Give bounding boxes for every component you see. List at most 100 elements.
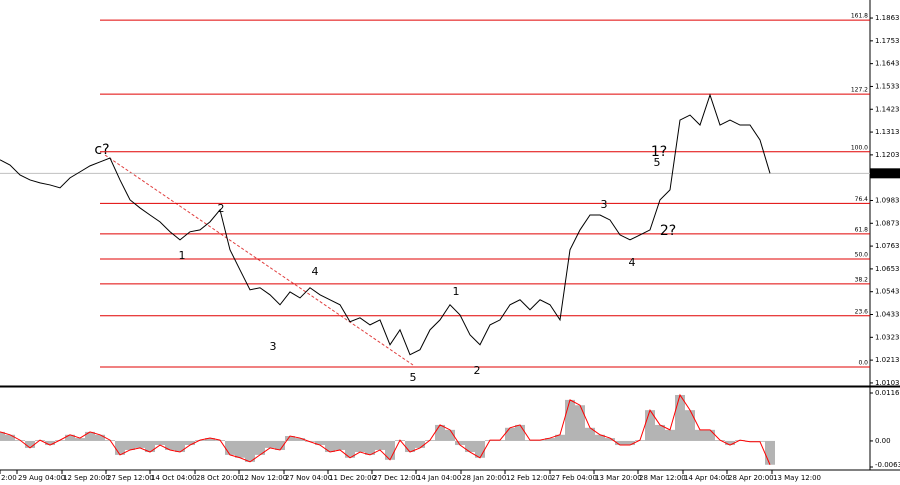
y-tick-label: 1.1203 — [875, 151, 900, 159]
price-line — [0, 93, 771, 356]
y-tick-label: 1.1863 — [875, 14, 900, 22]
osc-bar — [725, 440, 735, 446]
wave-label: 3 — [270, 340, 277, 353]
y-tick-label: 1.0433 — [875, 311, 900, 319]
y-tick-label: 1.0873 — [875, 219, 900, 227]
fib-label: 38.2 — [855, 276, 869, 283]
osc-bar — [255, 440, 265, 455]
trend-line — [104, 154, 414, 366]
x-tick-label: 28 Mar 12:00 — [639, 474, 686, 482]
x-tick-label: 27 Sep 12:00 — [107, 474, 154, 482]
osc-bar — [115, 440, 125, 455]
osc-bar — [605, 438, 615, 441]
osc-bar — [455, 440, 465, 446]
osc-bar — [165, 440, 175, 450]
x-tick-label: 28 Apr 20:00 — [728, 474, 774, 482]
wave-label: 5 — [654, 156, 661, 169]
osc-bar — [155, 440, 165, 446]
osc-bar — [705, 429, 715, 441]
current-price-label: 1.1114 — [873, 169, 898, 177]
osc-bar — [385, 440, 395, 460]
osc-bar — [445, 429, 455, 441]
y-tick-label: 1.1533 — [875, 82, 900, 90]
y-tick-label: 1.0983 — [875, 196, 900, 204]
osc-bar — [555, 434, 565, 441]
x-tick-label: 13 Mar 20:00 — [595, 474, 642, 482]
y-tick-label: 1.1643 — [875, 60, 900, 68]
osc-bar — [765, 440, 775, 465]
osc-bar — [25, 440, 35, 448]
osc-bar — [435, 424, 445, 441]
wave-label: 4 — [312, 265, 319, 278]
osc-bar — [465, 440, 475, 453]
osc-bar — [295, 438, 305, 441]
x-tick-label: 29 Aug 04:00 — [18, 474, 65, 482]
osc-bar — [675, 394, 685, 441]
wave-label: 1? — [651, 144, 667, 160]
y-tick-label: 1.1423 — [875, 105, 900, 113]
y-tick-label: -0.00635 — [875, 461, 900, 469]
wave-label: 1 — [453, 285, 460, 298]
osc-bar — [95, 434, 105, 441]
y-tick-label: 1.0543 — [875, 288, 900, 296]
y-tick-label: 1.0213 — [875, 356, 900, 364]
x-tick-label: 12 Feb 12:00 — [506, 474, 552, 482]
osc-bar — [665, 429, 675, 441]
osc-bar — [0, 431, 5, 441]
osc-bar — [545, 438, 555, 441]
osc-bar — [615, 440, 625, 446]
wave-label: 2 — [474, 364, 481, 377]
osc-bar — [45, 440, 55, 446]
osc-bar — [585, 427, 595, 441]
osc-bar — [225, 440, 235, 455]
fib-label: 76.4 — [855, 196, 869, 203]
x-tick-label: 12 Sep 20:00 — [63, 474, 110, 482]
x-tick-label: 13 May 12:00 — [773, 474, 821, 482]
wave-label: 2? — [660, 223, 676, 239]
x-tick-label: 27 Feb 04:00 — [551, 474, 597, 482]
osc-line — [0, 393, 771, 465]
x-tick-label: 14 Jan 04:00 — [417, 474, 461, 482]
fib-label: 100.0 — [851, 144, 868, 151]
osc-bar — [285, 436, 295, 441]
osc-bar — [175, 440, 185, 453]
x-tick-label: 11 Dec 20:00 — [329, 474, 376, 482]
osc-bar — [625, 440, 635, 446]
osc-bar — [85, 431, 95, 441]
y-tick-label: 1.0653 — [875, 265, 900, 273]
osc-bar — [235, 440, 245, 458]
y-tick-label: 1.1313 — [875, 128, 900, 136]
osc-bar — [75, 438, 85, 441]
x-tick-label: 14 Apr 04:00 — [684, 474, 730, 482]
osc-bar — [595, 434, 605, 441]
osc-bar — [355, 440, 365, 453]
y-tick-label: 0.01168 — [875, 389, 900, 397]
osc-bar — [515, 424, 525, 441]
x-tick-label: 14 Oct 04:00 — [151, 474, 197, 482]
osc-bar — [565, 399, 575, 441]
wave-label: c? — [94, 142, 109, 158]
osc-bar — [5, 434, 15, 441]
osc-bar — [375, 440, 385, 450]
osc-bar — [575, 405, 585, 441]
y-tick-label: 1.0103 — [875, 379, 900, 387]
wave-label: 4 — [629, 256, 636, 269]
current-price-box — [870, 168, 900, 179]
fib-label: 61.8 — [855, 226, 869, 233]
osc-bar — [135, 440, 145, 448]
osc-bar — [315, 440, 325, 446]
osc-bar — [695, 429, 705, 441]
wave-label: 5 — [410, 371, 417, 384]
osc-bar — [365, 440, 375, 455]
y-tick-label: 0.00 — [875, 437, 891, 445]
y-tick-label: 1.0323 — [875, 333, 900, 341]
osc-bar — [185, 440, 195, 446]
wave-label: 3 — [601, 198, 608, 211]
wave-label: 1 — [179, 249, 186, 262]
x-tick-label: 28 Oct 20:00 — [196, 474, 242, 482]
osc-bar — [505, 427, 515, 441]
x-tick-label: 28 Jan 20:00 — [462, 474, 506, 482]
fib-label: 161.8 — [851, 13, 868, 20]
osc-bar — [275, 440, 285, 450]
